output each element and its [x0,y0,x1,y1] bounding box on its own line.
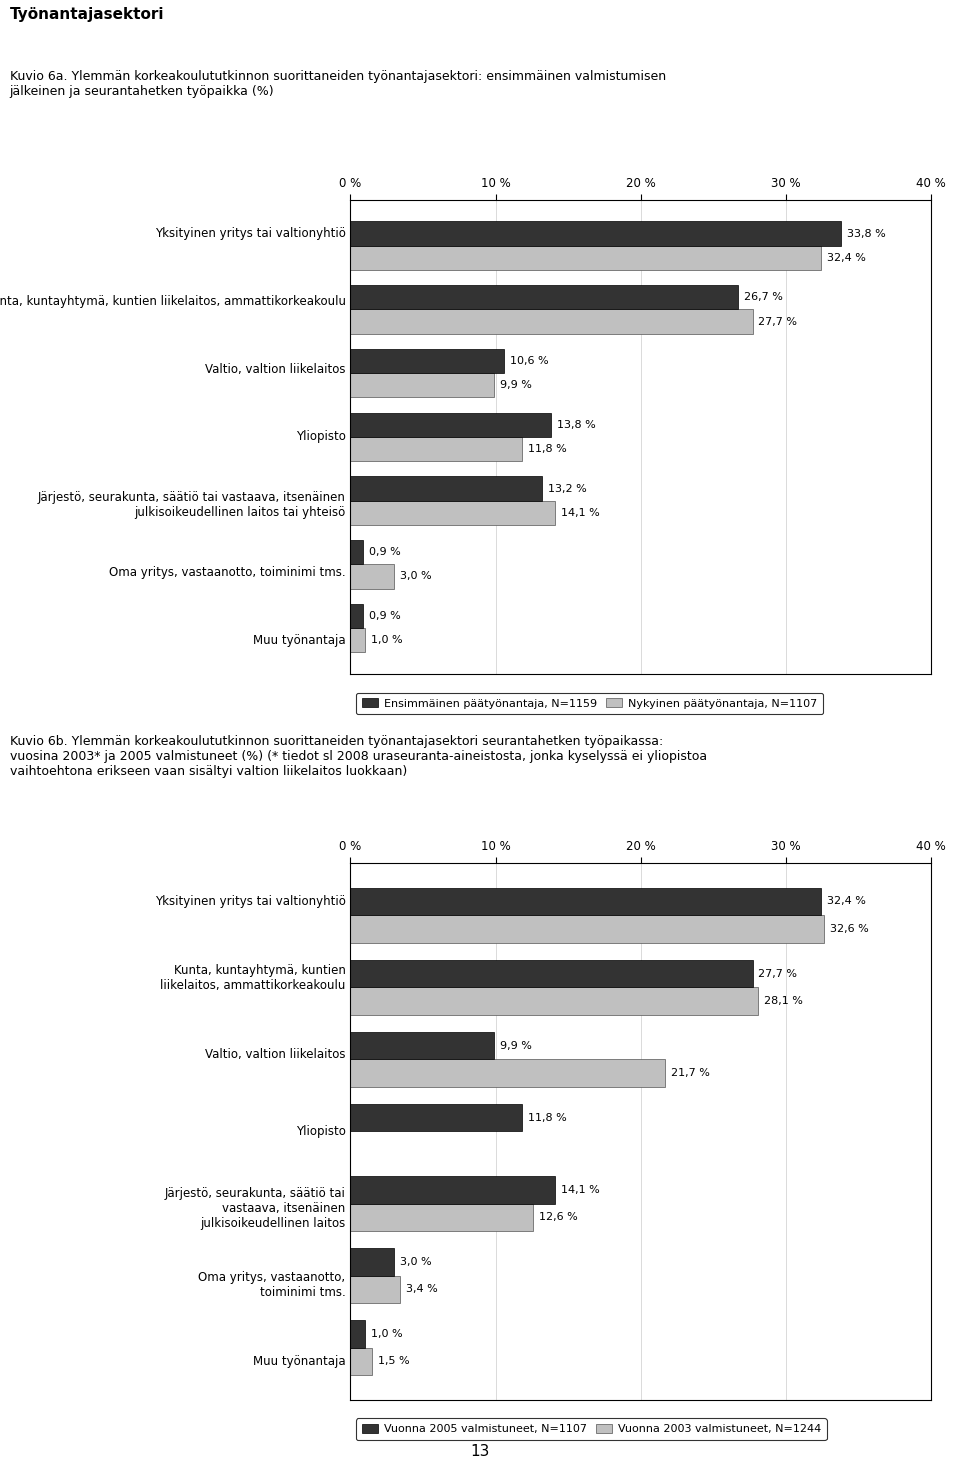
Text: Työnantajasektori: Työnantajasektori [10,7,164,22]
Text: 32,4 %: 32,4 % [827,896,866,906]
Bar [350,1204,534,1231]
Text: 1,0 %: 1,0 % [371,635,402,646]
Text: 11,8 %: 11,8 % [528,1112,566,1123]
Text: 3,4 %: 3,4 % [405,1284,438,1294]
Text: Järjestö, seurakunta, säätiö tai
vastaava, itsenäinen
julkisoikeudellinen laitos: Järjestö, seurakunta, säätiö tai vastaav… [165,1186,346,1229]
Text: Yksityinen yritys tai valtionyhtiö: Yksityinen yritys tai valtionyhtiö [155,895,346,908]
Text: Kunta, kuntayhtymä, kuntien liikelaitos, ammattikorkeakoulu: Kunta, kuntayhtymä, kuntien liikelaitos,… [0,295,346,308]
Text: 32,4 %: 32,4 % [827,253,866,262]
Bar [350,373,494,397]
Text: Kuvio 6a. Ylemmän korkeakoulututkinnon suorittaneiden työnantajasektori: ensimmä: Kuvio 6a. Ylemmän korkeakoulututkinnon s… [10,70,665,98]
Bar [350,1321,365,1348]
Text: 33,8 %: 33,8 % [847,228,886,238]
Bar [350,222,841,246]
Legend: Vuonna 2005 valmistuneet, N=1107, Vuonna 2003 valmistuneet, N=1244: Vuonna 2005 valmistuneet, N=1107, Vuonna… [356,1419,827,1440]
Text: 27,7 %: 27,7 % [758,317,798,326]
Bar [350,628,365,652]
Bar [350,604,364,628]
Text: 32,6 %: 32,6 % [829,924,868,935]
Text: Kunta, kuntayhtymä, kuntien
liikelaitos, ammattikorkeakoulu: Kunta, kuntayhtymä, kuntien liikelaitos,… [160,964,346,992]
Bar [350,564,394,588]
Bar [350,1032,494,1059]
Text: 28,1 %: 28,1 % [764,997,804,1006]
Bar [350,413,551,437]
Text: 9,9 %: 9,9 % [500,1041,532,1050]
Text: 9,9 %: 9,9 % [500,381,532,391]
Text: 13: 13 [470,1444,490,1459]
Text: Valtio, valtion liikelaitos: Valtio, valtion liikelaitos [205,1049,346,1062]
Text: 3,0 %: 3,0 % [399,1257,431,1266]
Text: Järjestö, seurakunta, säätiö tai vastaava, itsenäinen
julkisoikeudellinen laitos: Järjestö, seurakunta, säätiö tai vastaav… [37,490,346,518]
Bar [350,541,364,564]
Text: Muu työnantaja: Muu työnantaja [253,634,346,647]
Text: 0,9 %: 0,9 % [370,612,401,621]
Bar [350,1248,394,1275]
Text: 1,0 %: 1,0 % [371,1328,402,1339]
Text: 1,5 %: 1,5 % [378,1357,410,1367]
Text: Yliopisto: Yliopisto [296,431,346,443]
Bar [350,1059,665,1087]
Bar [350,501,555,524]
Text: 11,8 %: 11,8 % [528,444,566,455]
Bar [350,246,821,270]
Text: Yksityinen yritys tai valtionyhtiö: Yksityinen yritys tai valtionyhtiö [155,227,346,240]
Text: 12,6 %: 12,6 % [540,1213,578,1222]
Bar [350,310,753,333]
Bar [350,988,758,1014]
Bar [350,350,504,373]
Bar [350,915,824,942]
Text: 13,2 %: 13,2 % [548,483,587,493]
Text: Kuvio 6b. Ylemmän korkeakoulututkinnon suorittaneiden työnantajasektori seuranta: Kuvio 6b. Ylemmän korkeakoulututkinnon s… [10,735,707,778]
Text: Valtio, valtion liikelaitos: Valtio, valtion liikelaitos [205,363,346,376]
Text: Muu työnantaja: Muu työnantaja [253,1355,346,1368]
Bar [350,286,738,310]
Text: 10,6 %: 10,6 % [510,355,549,366]
Text: Oma yritys, vastaanotto,
toiminimi tms.: Oma yritys, vastaanotto, toiminimi tms. [199,1271,346,1299]
Legend: Ensimmäinen päätyönantaja, N=1159, Nykyinen päätyönantaja, N=1107: Ensimmäinen päätyönantaja, N=1159, Nykyi… [356,693,823,714]
Bar [350,960,753,988]
Text: Oma yritys, vastaanotto, toiminimi tms.: Oma yritys, vastaanotto, toiminimi tms. [109,566,346,579]
Text: 0,9 %: 0,9 % [370,548,401,557]
Text: 26,7 %: 26,7 % [744,292,782,302]
Text: Yliopisto: Yliopisto [296,1126,346,1137]
Text: 27,7 %: 27,7 % [758,969,798,979]
Bar [350,1105,521,1131]
Bar [350,437,521,461]
Bar [350,887,821,915]
Text: 14,1 %: 14,1 % [561,508,600,518]
Bar [350,1176,555,1204]
Text: 21,7 %: 21,7 % [671,1068,710,1078]
Bar [350,477,542,501]
Bar [350,1275,399,1303]
Text: 14,1 %: 14,1 % [561,1185,600,1195]
Text: 3,0 %: 3,0 % [399,572,431,582]
Bar [350,1348,372,1376]
Text: 13,8 %: 13,8 % [557,419,595,429]
